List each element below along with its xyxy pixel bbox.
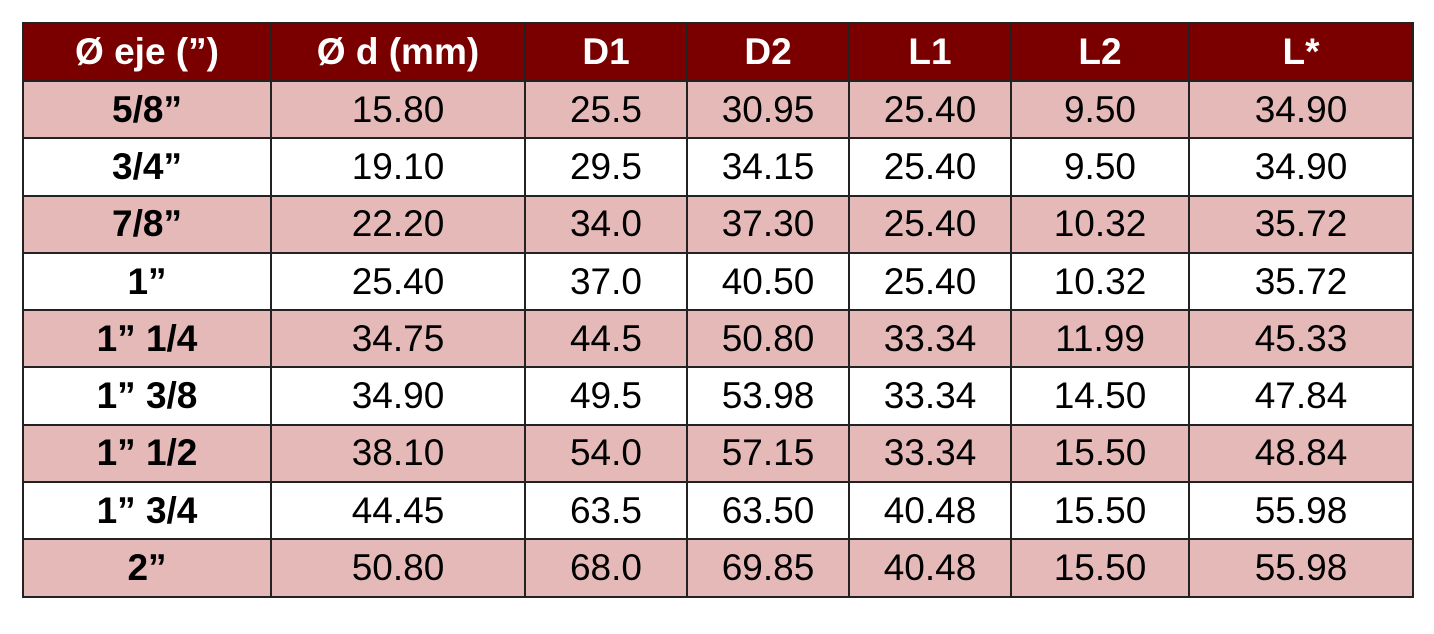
dimension-table: Ø eje (”) Ø d (mm) D1 D2 L1 L2 L* 5/8” 15.80 25.… xyxy=(22,22,1414,598)
table-cell: 29.5 xyxy=(524,137,688,197)
row-key: 1” 1/4 xyxy=(22,309,272,369)
table-cell: 9.50 xyxy=(1010,137,1190,197)
header-cell: D2 xyxy=(686,22,850,82)
table-cell: 44.45 xyxy=(270,481,526,541)
header-cell: D1 xyxy=(524,22,688,82)
table-cell: 35.72 xyxy=(1188,194,1414,254)
header-cell: L1 xyxy=(848,22,1012,82)
table-cell: 55.98 xyxy=(1188,538,1414,598)
header-cell: Ø d (mm) xyxy=(270,22,526,82)
table-cell: 34.0 xyxy=(524,194,688,254)
table-cell: 69.85 xyxy=(686,538,850,598)
table-cell: 10.32 xyxy=(1010,194,1190,254)
table-cell: 33.34 xyxy=(848,423,1012,484)
table-cell: 15.50 xyxy=(1010,481,1190,541)
table-cell: 34.75 xyxy=(270,309,526,369)
table-cell: 30.95 xyxy=(686,79,850,140)
table-cell: 53.98 xyxy=(686,366,850,426)
table-row: 1” 3/8 34.90 49.5 53.98 33.34 14.50 47.84 xyxy=(22,366,1414,426)
table-cell: 25.40 xyxy=(848,137,1012,197)
table-cell: 15.50 xyxy=(1010,423,1190,484)
table-cell: 22.20 xyxy=(270,194,526,254)
table-cell: 10.32 xyxy=(1010,251,1190,312)
table-cell: 63.5 xyxy=(524,481,688,541)
table-row: 1” 1/4 34.75 44.5 50.80 33.34 11.99 45.33 xyxy=(22,309,1414,369)
row-key: 2” xyxy=(22,538,272,598)
table-cell: 34.90 xyxy=(1188,79,1414,140)
table-cell: 37.30 xyxy=(686,194,850,254)
row-key: 1” 3/4 xyxy=(22,481,272,541)
table-cell: 68.0 xyxy=(524,538,688,598)
row-key: 1” xyxy=(22,251,272,312)
table-row: 1” 1/2 38.10 54.0 57.15 33.34 15.50 48.84 xyxy=(22,423,1414,484)
table-cell: 44.5 xyxy=(524,309,688,369)
table-cell: 57.15 xyxy=(686,423,850,484)
table-cell: 15.80 xyxy=(270,79,526,140)
row-key: 1” 1/2 xyxy=(22,423,272,484)
table-cell: 40.50 xyxy=(686,251,850,312)
table-cell: 25.40 xyxy=(848,79,1012,140)
header-row: Ø eje (”) Ø d (mm) D1 D2 L1 L2 L* xyxy=(22,22,1414,82)
table-cell: 40.48 xyxy=(848,481,1012,541)
table-row: 7/8” 22.20 34.0 37.30 25.40 10.32 35.72 xyxy=(22,194,1414,254)
table-cell: 50.80 xyxy=(686,309,850,369)
table-cell: 37.0 xyxy=(524,251,688,312)
table-cell: 55.98 xyxy=(1188,481,1414,541)
header-cell: L2 xyxy=(1010,22,1190,82)
table-cell: 50.80 xyxy=(270,538,526,598)
row-key: 7/8” xyxy=(22,194,272,254)
table-cell: 25.5 xyxy=(524,79,688,140)
table-cell: 40.48 xyxy=(848,538,1012,598)
table-cell: 34.90 xyxy=(1188,137,1414,197)
table-cell: 25.40 xyxy=(848,194,1012,254)
table-cell: 11.99 xyxy=(1010,309,1190,369)
table-cell: 45.33 xyxy=(1188,309,1414,369)
table-cell: 25.40 xyxy=(848,251,1012,312)
table-cell: 38.10 xyxy=(270,423,526,484)
table-cell: 63.50 xyxy=(686,481,850,541)
table-cell: 48.84 xyxy=(1188,423,1414,484)
table-cell: 54.0 xyxy=(524,423,688,484)
table-cell: 14.50 xyxy=(1010,366,1190,426)
table-row: 1” 25.40 37.0 40.50 25.40 10.32 35.72 xyxy=(22,251,1414,312)
header-cell: L* xyxy=(1188,22,1414,82)
table-row: 3/4” 19.10 29.5 34.15 25.40 9.50 34.90 xyxy=(22,137,1414,197)
row-key: 1” 3/8 xyxy=(22,366,272,426)
table-cell: 19.10 xyxy=(270,137,526,197)
header-cell: Ø eje (”) xyxy=(22,22,272,82)
table-row: 2” 50.80 68.0 69.85 40.48 15.50 55.98 xyxy=(22,538,1414,598)
table-cell: 15.50 xyxy=(1010,538,1190,598)
table-cell: 47.84 xyxy=(1188,366,1414,426)
table-row: 5/8” 15.80 25.5 30.95 25.40 9.50 34.90 xyxy=(22,79,1414,140)
table-cell: 34.15 xyxy=(686,137,850,197)
row-key: 5/8” xyxy=(22,79,272,140)
table-cell: 25.40 xyxy=(270,251,526,312)
row-key: 3/4” xyxy=(22,137,272,197)
table-cell: 9.50 xyxy=(1010,79,1190,140)
table-cell: 35.72 xyxy=(1188,251,1414,312)
table-cell: 49.5 xyxy=(524,366,688,426)
table-row: 1” 3/4 44.45 63.5 63.50 40.48 15.50 55.98 xyxy=(22,481,1414,541)
table-cell: 33.34 xyxy=(848,309,1012,369)
table-cell: 33.34 xyxy=(848,366,1012,426)
table-cell: 34.90 xyxy=(270,366,526,426)
